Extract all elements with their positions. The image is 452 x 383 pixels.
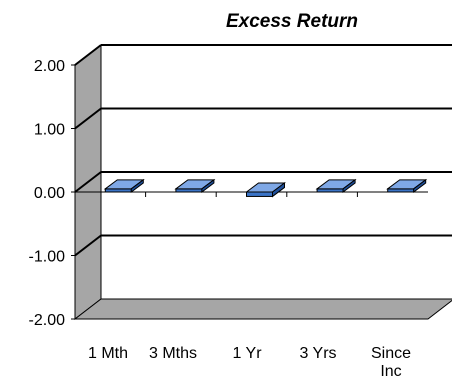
bar-side	[272, 182, 285, 198]
bar	[315, 178, 357, 193]
bar-side	[413, 178, 427, 193]
bar	[245, 182, 286, 198]
y-tick-label: -2.00	[29, 312, 66, 329]
bar-side	[130, 178, 144, 193]
bar	[103, 178, 145, 193]
x-tick-label: Since Inc	[371, 345, 411, 380]
bar-side	[342, 178, 356, 193]
gridline-side	[74, 234, 102, 257]
y-tick-label: 1.00	[34, 122, 65, 139]
bar-side	[201, 178, 215, 193]
gridline-side	[74, 171, 102, 193]
y-tick-label: 2.00	[34, 58, 65, 75]
x-tick-label: 1 Mth	[88, 345, 128, 362]
x-tick-label: 3 Yrs	[299, 345, 336, 362]
gridline-side	[74, 107, 102, 130]
x-tick-label: 1 Yr	[232, 345, 262, 362]
y-tick-label: 0.00	[34, 185, 65, 202]
y-tick-label: -1.00	[29, 249, 66, 266]
y-axis-ticks: 2.00 1.00 0.00 -1.00 -2.00	[29, 58, 76, 329]
gridlines	[74, 44, 452, 257]
bars	[75, 178, 428, 198]
chart-title: Excess Return	[0, 11, 452, 35]
bar	[386, 178, 428, 193]
x-axis-labels: 1 Mth 3 Mths 1 Yr 3 Yrs Since Inc	[88, 345, 411, 380]
chart-title-text: Excess Return	[225, 11, 359, 32]
bar	[174, 178, 216, 193]
gridline-side	[74, 44, 102, 66]
bar-front	[246, 191, 273, 197]
floor	[73, 298, 452, 320]
x-tick-label: 3 Mths	[149, 345, 197, 362]
